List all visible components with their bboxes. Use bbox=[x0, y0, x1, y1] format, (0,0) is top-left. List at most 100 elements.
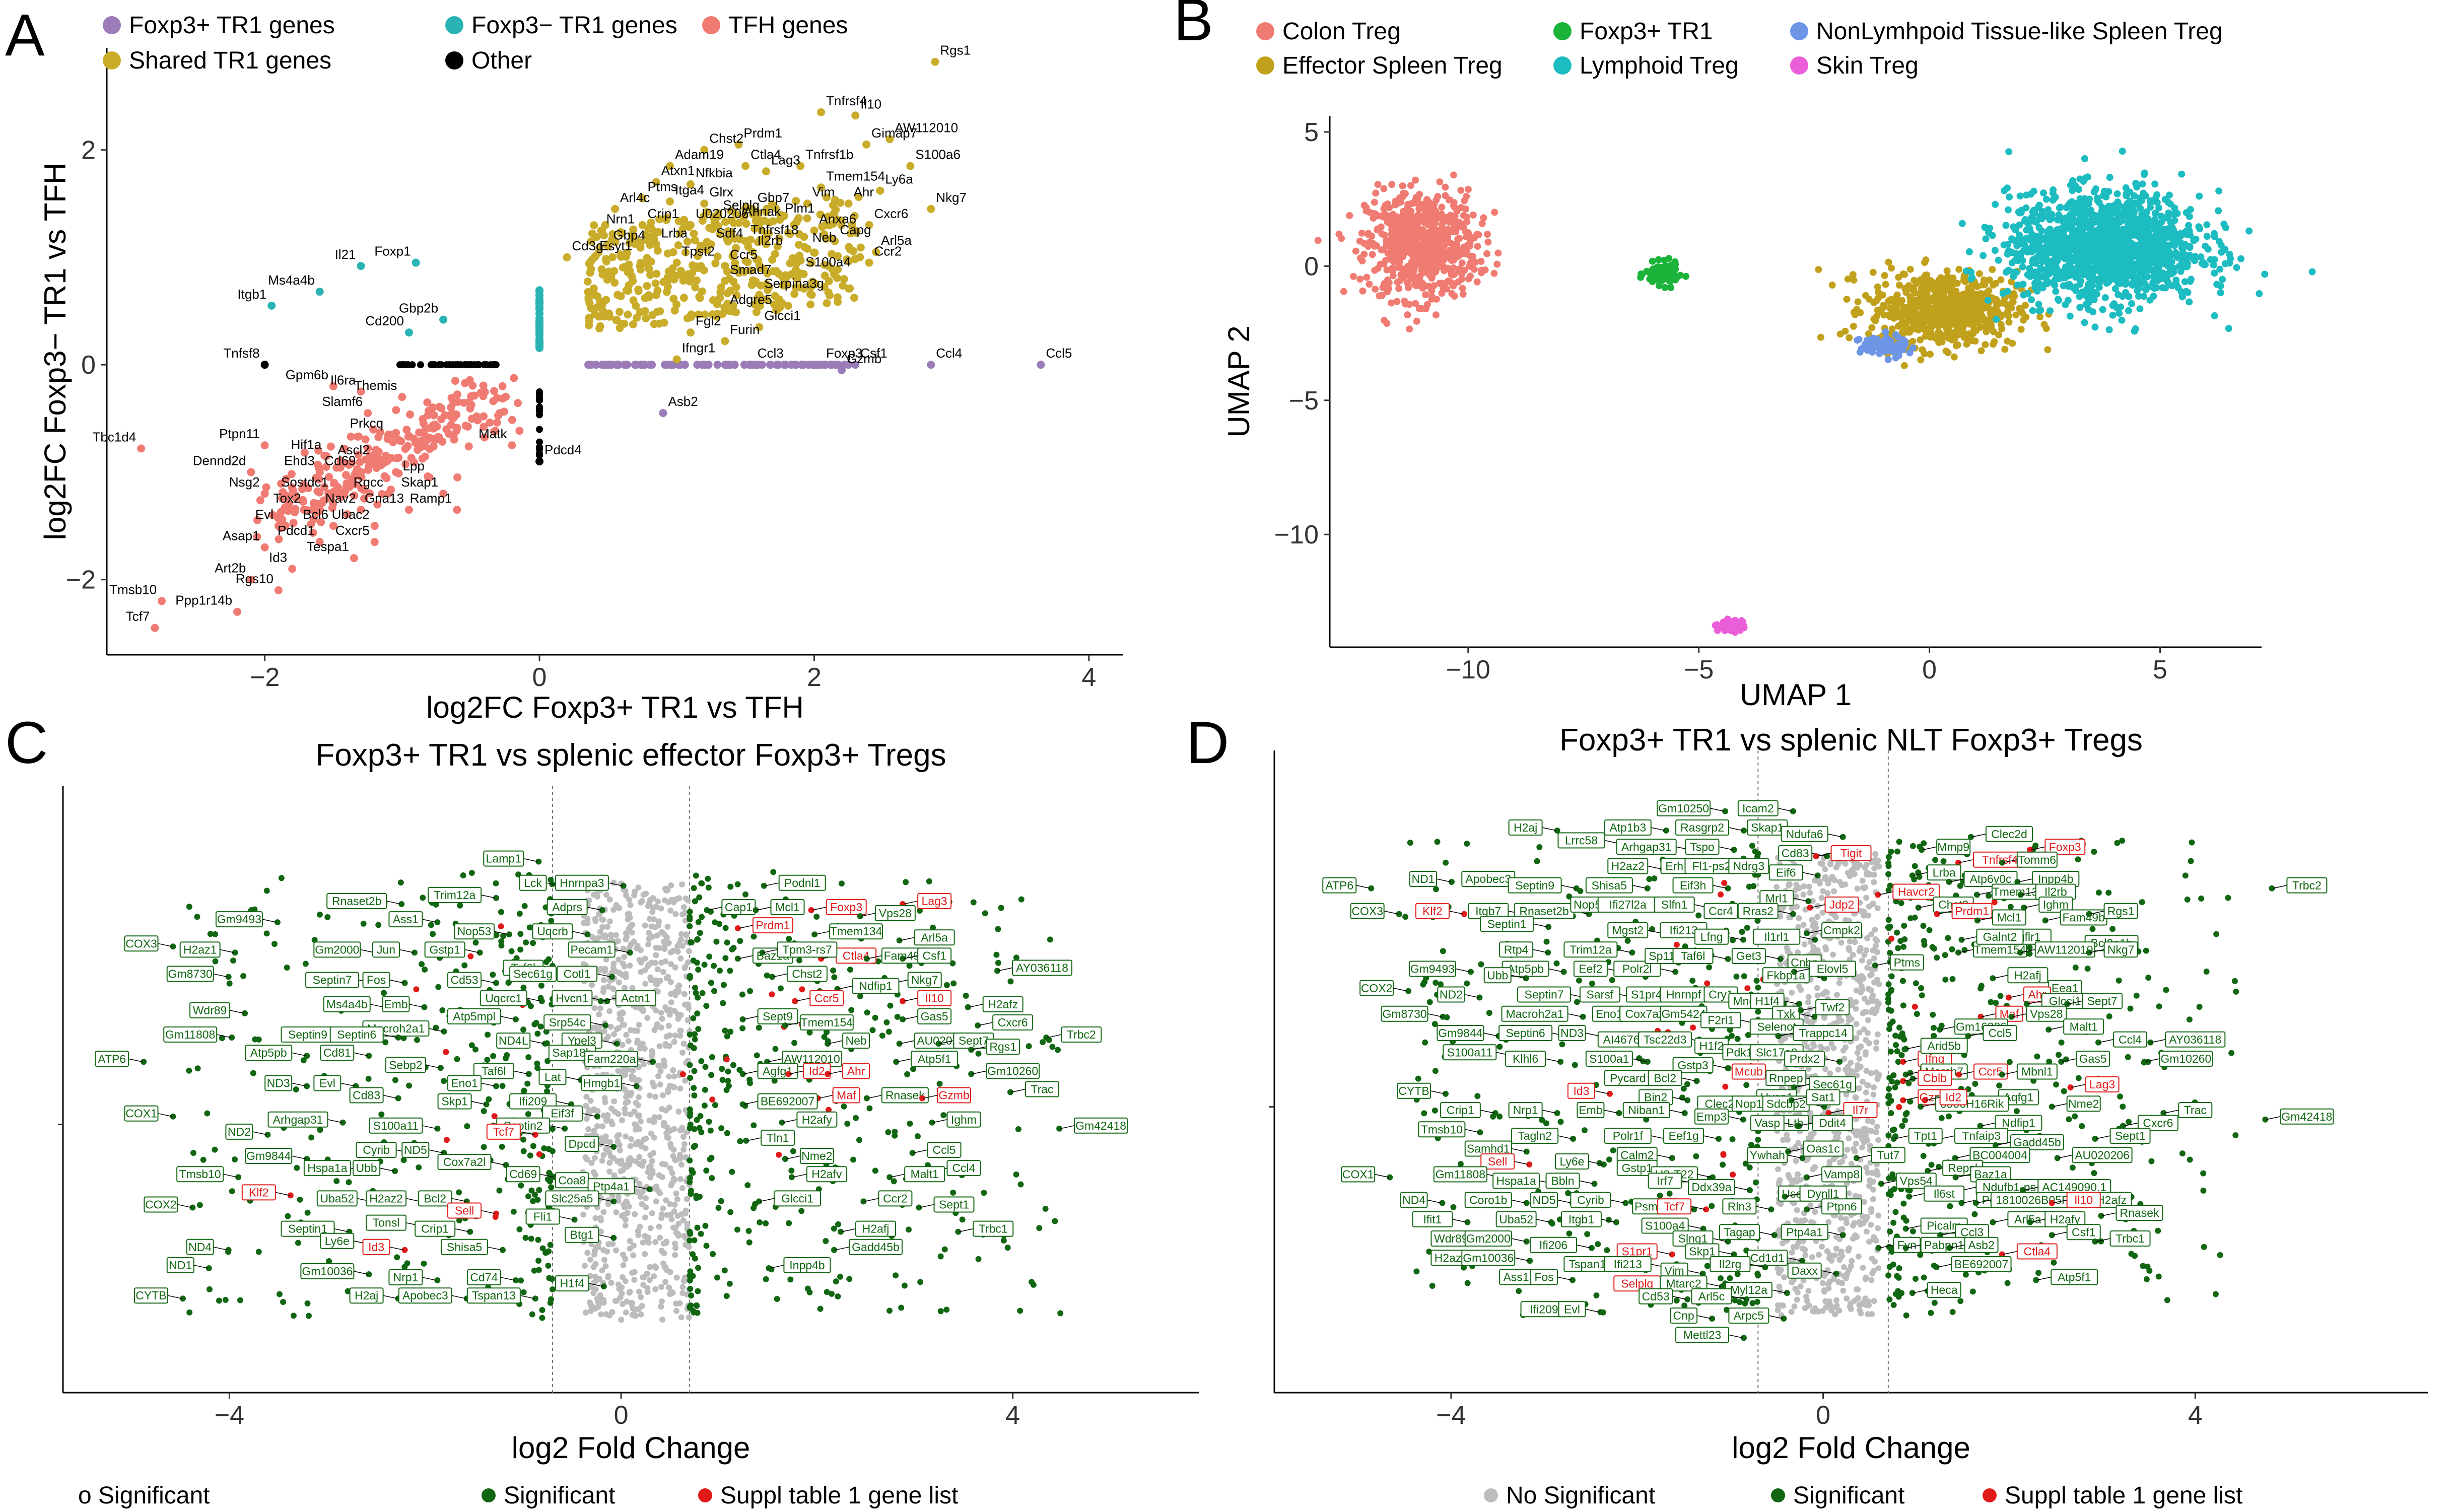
umap-point bbox=[2064, 256, 2072, 263]
umap-point bbox=[1906, 328, 1914, 336]
ns-point bbox=[601, 968, 608, 975]
ns-point bbox=[652, 1286, 659, 1292]
tfh-point bbox=[275, 535, 283, 543]
umap-point bbox=[1920, 280, 1927, 288]
legend-marker bbox=[1553, 56, 1572, 75]
tfh-point bbox=[441, 411, 449, 420]
shared-point bbox=[670, 306, 679, 315]
labeled-point bbox=[748, 361, 757, 369]
y-tick-label: 0 bbox=[1304, 252, 1319, 281]
ns-point bbox=[679, 1284, 686, 1290]
gene-label: Rgs1 bbox=[940, 43, 971, 58]
ns-point bbox=[675, 1109, 682, 1115]
umap-point bbox=[1944, 349, 1952, 357]
ns-point bbox=[617, 1294, 624, 1301]
umap-point bbox=[1661, 256, 1668, 264]
shared-point bbox=[747, 266, 756, 274]
shared-point bbox=[811, 280, 820, 288]
umap-point bbox=[2095, 279, 2103, 287]
gene-label: Asb2 bbox=[668, 394, 698, 409]
umap-point bbox=[2040, 321, 2048, 328]
ns-point bbox=[606, 1149, 612, 1155]
umap-point bbox=[1959, 295, 1967, 302]
gene-label: Tmem154 bbox=[826, 168, 885, 183]
umap-point bbox=[2054, 296, 2062, 303]
tfh-point bbox=[500, 407, 508, 416]
umap-point bbox=[1879, 304, 1887, 311]
ns-point bbox=[627, 1111, 634, 1118]
umap-point bbox=[1954, 341, 1961, 349]
umap-point bbox=[1404, 311, 1411, 319]
ns-point bbox=[626, 1157, 632, 1164]
shared-point bbox=[806, 300, 815, 309]
ns-point bbox=[606, 1159, 613, 1166]
ns-point bbox=[675, 1232, 681, 1239]
umap-point bbox=[2177, 267, 2185, 275]
ns-point bbox=[637, 1118, 644, 1125]
umap-point bbox=[1421, 235, 1429, 242]
shared-point bbox=[636, 262, 644, 270]
shared-point bbox=[850, 294, 859, 302]
umap-point bbox=[2067, 181, 2074, 189]
umap-point bbox=[1394, 246, 1401, 254]
umap-point bbox=[2117, 303, 2125, 311]
umap-point bbox=[1493, 260, 1501, 268]
foxp3-neg-point bbox=[535, 317, 544, 326]
tfh-point bbox=[369, 425, 378, 434]
shared-point bbox=[617, 228, 625, 236]
shared-point bbox=[662, 288, 671, 296]
umap-point bbox=[1398, 213, 1406, 220]
umap-point bbox=[1864, 347, 1871, 354]
umap-point bbox=[2211, 256, 2218, 263]
shared-point bbox=[617, 320, 626, 328]
shared-point bbox=[702, 208, 711, 217]
tfh-point bbox=[464, 442, 473, 451]
legend: Foxp3+ TR1 genes Foxp3− TR1 genes TFH gene… bbox=[103, 12, 848, 74]
ns-point bbox=[597, 928, 603, 935]
tfh-point bbox=[426, 424, 435, 432]
ns-point bbox=[652, 1093, 659, 1100]
shared-point bbox=[653, 246, 662, 255]
umap-point bbox=[2147, 197, 2154, 204]
umap-point bbox=[2003, 184, 2011, 192]
umap-point bbox=[1436, 178, 1444, 186]
gene-label: Atxn1 bbox=[661, 163, 695, 178]
ns-point bbox=[596, 1011, 602, 1018]
umap-point bbox=[1484, 238, 1492, 246]
umap-point bbox=[2046, 307, 2054, 315]
umap-point bbox=[1491, 209, 1498, 216]
other-point bbox=[399, 361, 407, 369]
ns-point bbox=[665, 940, 672, 946]
gene-label: Rgs10 bbox=[236, 571, 274, 586]
gene-label: Sostdc1 bbox=[281, 474, 328, 490]
legend-marker bbox=[1790, 56, 1808, 75]
ns-point bbox=[677, 936, 684, 943]
ns-point bbox=[679, 1050, 686, 1056]
foxp3-pos-point bbox=[767, 361, 775, 369]
ns-point bbox=[583, 1116, 590, 1122]
umap-point bbox=[1389, 211, 1397, 218]
tfh-point bbox=[291, 508, 299, 517]
tfh-point bbox=[479, 381, 488, 390]
umap-point bbox=[2219, 276, 2226, 283]
ns-point bbox=[610, 965, 617, 971]
umap-point bbox=[2101, 187, 2108, 195]
labeled-point bbox=[721, 337, 729, 346]
umap-point bbox=[1658, 277, 1666, 284]
shared-point bbox=[856, 243, 865, 252]
gene-label: Ubac2 bbox=[332, 507, 370, 522]
shared-point bbox=[837, 216, 846, 225]
gene-label: Ccl3 bbox=[758, 346, 784, 361]
umap-point bbox=[1968, 319, 1976, 327]
umap-point bbox=[1923, 271, 1931, 279]
umap-point bbox=[1383, 320, 1391, 327]
gene-label: Neb bbox=[812, 230, 837, 245]
umap-point bbox=[1314, 237, 1322, 244]
ns-point bbox=[656, 1043, 663, 1050]
umap-point bbox=[2098, 203, 2106, 211]
umap-point bbox=[2038, 281, 2046, 289]
panel-letter-a: A bbox=[5, 2, 45, 68]
umap-point bbox=[2218, 248, 2225, 256]
umap-point bbox=[2119, 148, 2126, 155]
ns-point bbox=[657, 978, 663, 984]
